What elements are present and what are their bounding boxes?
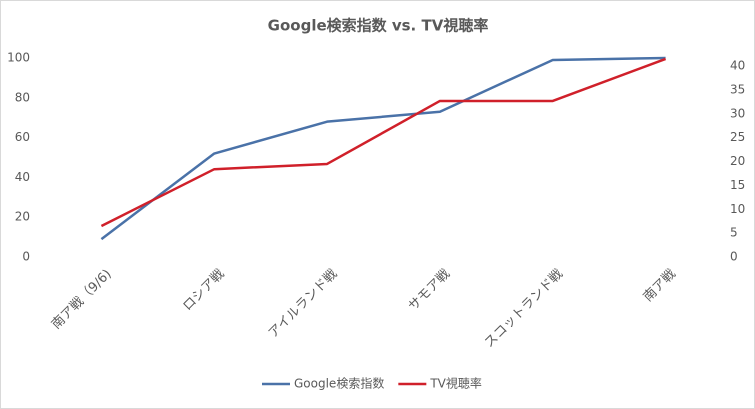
y2-tick-label: 0 [730, 250, 738, 264]
y2-tick-label: 20 [730, 154, 745, 168]
y-tick-label: 100 [7, 51, 30, 65]
series-line [100, 56, 666, 241]
legend-label: Google検索指数 [294, 376, 384, 391]
chart-title: Google検索指数 vs. TV視聴率 [268, 17, 489, 35]
y2-tick-label: 30 [730, 106, 745, 120]
y2-tick-label: 40 [730, 59, 745, 73]
y-tick-label: 20 [15, 210, 30, 224]
y2-tick-label: 10 [730, 202, 745, 216]
y2-tick-label: 35 [730, 82, 745, 96]
y-tick-label: 80 [15, 90, 30, 104]
y2-tick-label: 15 [730, 178, 745, 192]
y-tick-label: 40 [15, 170, 30, 184]
series-line [100, 57, 667, 228]
y2-tick-label: 5 [730, 226, 738, 240]
y-tick-label: 0 [22, 250, 30, 264]
y-tick-label: 60 [15, 130, 30, 144]
y2-tick-label: 25 [730, 130, 745, 144]
legend-label: TV視聴率 [429, 376, 482, 391]
